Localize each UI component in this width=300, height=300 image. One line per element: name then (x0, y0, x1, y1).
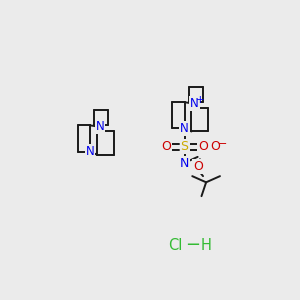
Text: N: N (85, 145, 94, 158)
Text: O: O (210, 140, 220, 153)
Text: O: O (161, 140, 171, 153)
Text: +: + (196, 95, 204, 105)
Text: O: O (198, 140, 208, 153)
Text: H: H (201, 238, 212, 253)
Text: N: N (95, 120, 104, 134)
Text: N: N (180, 122, 189, 135)
Text: N: N (190, 97, 199, 110)
Text: S: S (181, 140, 189, 153)
Text: −: − (218, 139, 227, 149)
Text: Cl: Cl (168, 238, 182, 253)
Text: −: − (185, 236, 200, 254)
Text: O: O (194, 160, 203, 173)
Text: N: N (180, 157, 189, 170)
